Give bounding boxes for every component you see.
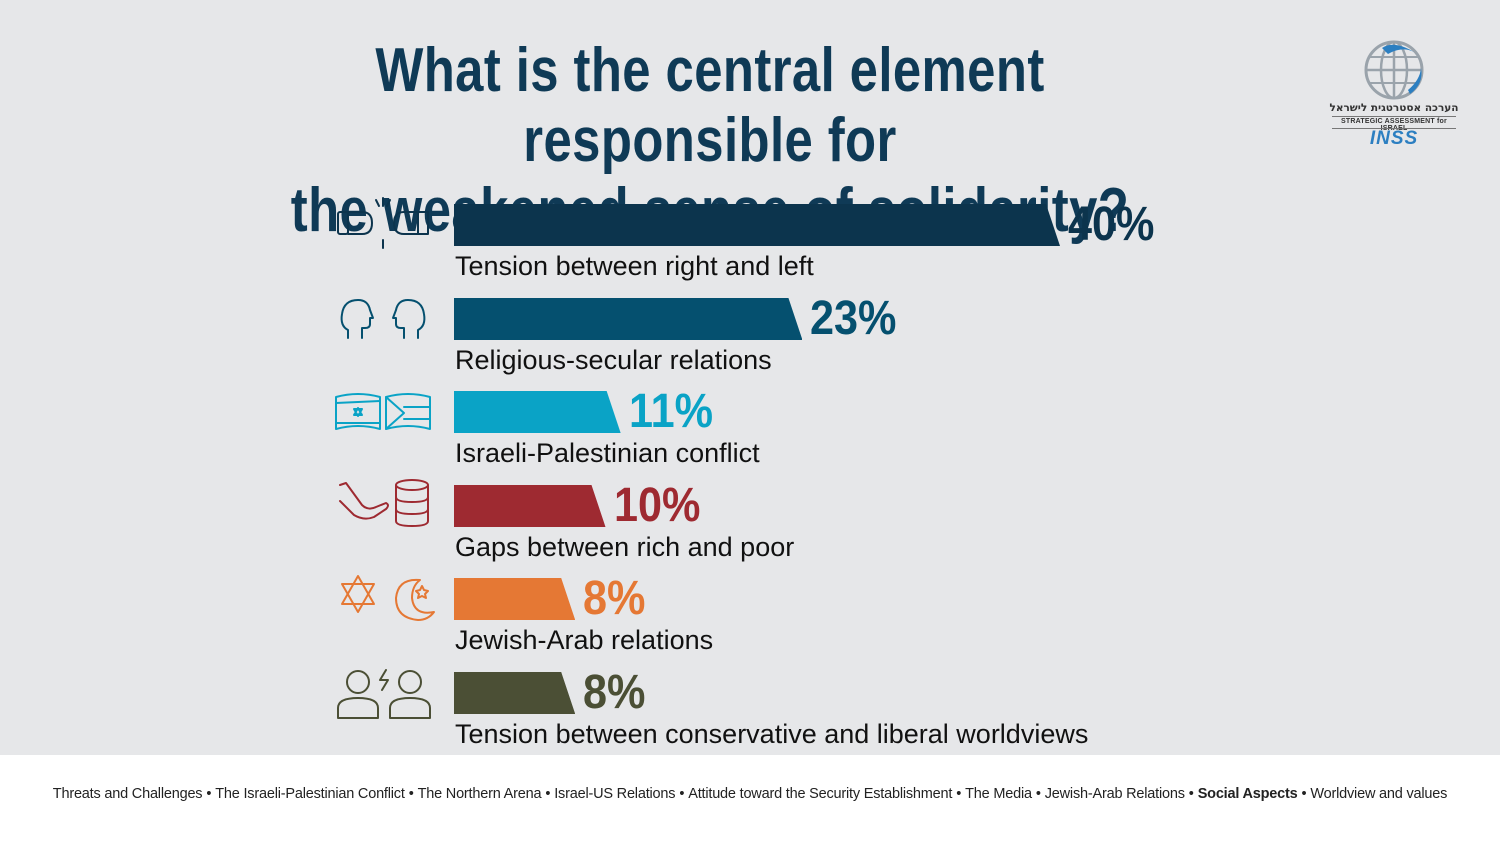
chart-row: 23% Religious-secular relations: [0, 292, 1500, 388]
footer-topic-link[interactable]: Attitude toward the Security Establishme…: [688, 786, 953, 802]
globe-icon: [1364, 40, 1424, 100]
footer-topic-link[interactable]: The Israeli-Palestinian Conflict: [215, 786, 405, 802]
footer-separator: •: [1301, 786, 1307, 802]
bar-category-label: Gaps between rich and poor: [455, 531, 795, 562]
footer-separator: •: [679, 786, 685, 802]
arguing-people-icon: [330, 660, 438, 720]
bar-shape: [454, 204, 1060, 246]
chart-bar: [454, 204, 1060, 246]
bar-category-label: Jewish-Arab relations: [455, 625, 714, 656]
bar-shape: [454, 391, 621, 434]
logo-brand: INSS: [1369, 128, 1419, 149]
chart-bar: [454, 391, 621, 434]
star-crescent-icon: [330, 566, 438, 626]
hand-coins-icon: [330, 473, 438, 533]
bar-shape: [454, 672, 576, 714]
footer-separator: •: [1035, 786, 1041, 802]
bar-shape: [454, 578, 576, 621]
inss-logo: הערכה אסטרטגית לישראל STRATEGIC ASSESSME…: [1328, 40, 1460, 155]
bar-category-label: Israeli-Palestinian conflict: [455, 438, 760, 469]
bar-category-label: Tension between conservative and liberal…: [455, 719, 1089, 749]
bar-value-label: 8%: [583, 572, 646, 626]
footer-topic-link[interactable]: Worldview and values: [1310, 786, 1448, 802]
chart-row: 10% Gaps between rich and poor: [0, 478, 1500, 575]
footer-topic-link[interactable]: Social Aspects: [1197, 786, 1298, 802]
chart-row: 8% Tension between conservative and liber…: [0, 666, 1500, 762]
footer-separator: •: [408, 786, 414, 802]
bar-value-label: 11%: [628, 385, 713, 439]
footer-separator: •: [206, 786, 212, 802]
footer-separator: •: [1188, 786, 1194, 802]
chart-row: 40% Tension between right and left: [0, 197, 1500, 294]
logo-rule-top: [1332, 116, 1456, 117]
bar-category-label: Religious-secular relations: [455, 344, 772, 375]
boxing-gloves-icon: [330, 192, 438, 252]
logo-hebrew: הערכה אסטרטגית לישראל: [1329, 102, 1459, 114]
footer-separator: •: [545, 786, 551, 802]
title-line-1: What is the central element responsible …: [375, 36, 1045, 175]
chart-bar: [454, 297, 803, 340]
footer-topic-link[interactable]: The Media: [965, 786, 1032, 802]
footer-topic-link[interactable]: The Northern Arena: [417, 786, 542, 802]
footer-topic-link[interactable]: Israel-US Relations: [554, 786, 676, 802]
footer-separator: •: [956, 786, 962, 802]
bar-value-label: 10%: [613, 478, 700, 532]
two-faces-icon: [330, 286, 438, 346]
chart-bar: [454, 484, 606, 527]
footer: Threats and Challenges • The Israeli-Pales…: [0, 755, 1500, 844]
bar-value-label: 40%: [1068, 198, 1155, 251]
chart-bar: [454, 672, 576, 714]
logo-rule-bottom: [1332, 128, 1456, 129]
bar-shape: [454, 297, 803, 340]
flags-icon: [330, 379, 438, 439]
chart-row: 8% Jewish-Arab relations: [0, 572, 1500, 668]
footer-nav: Threats and Challenges • The Israeli-Pales…: [0, 786, 1500, 802]
bar-value-label: 8%: [583, 666, 646, 719]
footer-topic-link[interactable]: Threats and Challenges: [52, 786, 203, 802]
bar-shape: [454, 484, 606, 527]
chart-bar: [454, 578, 576, 621]
bar-category-label: Tension between right and left: [455, 251, 814, 281]
footer-topic-link[interactable]: Jewish-Arab Relations: [1044, 786, 1185, 802]
bar-value-label: 23%: [810, 291, 897, 345]
chart-row: 11% Israeli-Palestinian conflict: [0, 385, 1500, 481]
